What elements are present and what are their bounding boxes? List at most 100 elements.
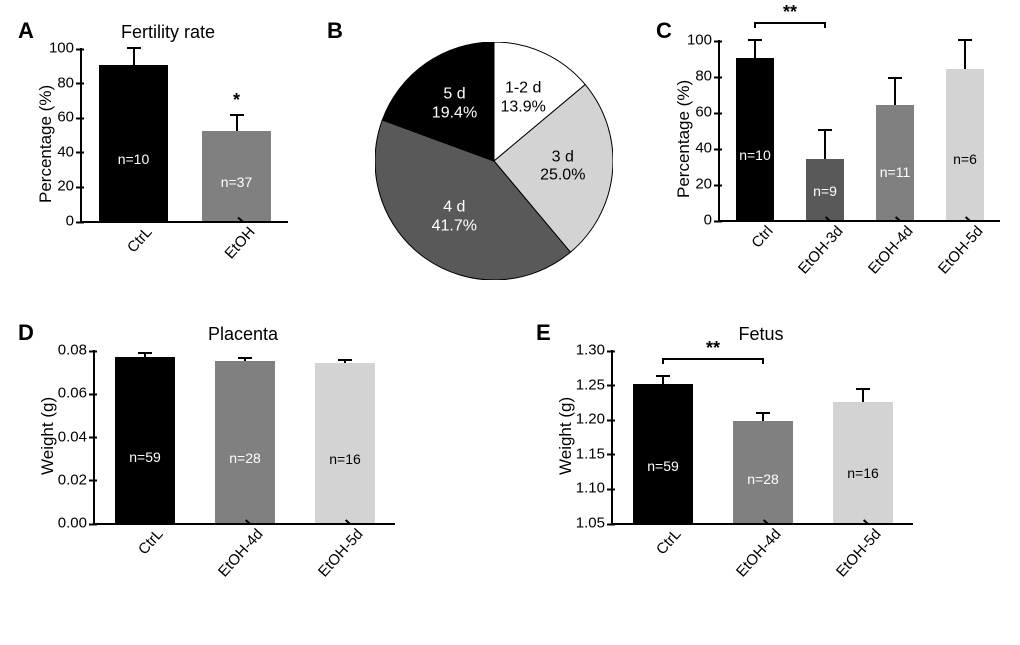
x-tick: EtOH-4d — [730, 523, 785, 580]
error-bar — [133, 48, 135, 65]
error-bar — [662, 376, 664, 384]
pie-slice-label: 5 d19.4% — [432, 86, 477, 123]
bar: n=59 — [633, 384, 693, 523]
y-tick: 40 — [24, 143, 82, 160]
pie-slice-label: 4 d41.7% — [432, 199, 477, 236]
n-label: n=11 — [880, 164, 911, 180]
n-label: n=6 — [953, 151, 977, 167]
n-label: n=10 — [118, 151, 150, 167]
panel-e: E Fetus Weight (g) 1.051.101.151.201.251… — [536, 320, 1006, 620]
error-cap — [338, 359, 352, 361]
pie-slice-label: 3 d25.0% — [540, 149, 585, 186]
bar: n=9 — [806, 159, 844, 220]
plot-area: 020406080100n=10CtrLn=37EtOH* — [80, 48, 288, 223]
sig-tick — [762, 358, 764, 364]
bar: n=28 — [215, 361, 275, 523]
y-tick: 0 — [662, 212, 720, 229]
error-cap — [748, 39, 762, 41]
error-cap — [756, 412, 770, 414]
pie-chart: 1-2 d13.9% 3 d25.0% 4 d41.7% 5 d19.4% — [375, 42, 613, 280]
panel-b: B 1-2 d13.9% 3 d25.0% 4 d41.7% 5 d19.4% — [327, 18, 647, 308]
x-tick: Ctrl — [745, 220, 776, 251]
bar: n=10 — [736, 58, 774, 220]
panel-letter: E — [536, 320, 551, 346]
panel-title: Placenta — [208, 324, 278, 345]
y-tick: 0.06 — [37, 385, 95, 402]
n-label: n=9 — [813, 183, 837, 199]
pie-slice-label: 1-2 d13.9% — [501, 80, 546, 117]
error-bar — [762, 413, 764, 421]
error-cap — [138, 352, 152, 354]
sig-tick — [754, 22, 756, 28]
bar: n=16 — [833, 402, 893, 523]
y-axis-label: Weight (g) — [556, 397, 576, 475]
plot-area: 1.051.101.151.201.251.30n=59CtrLn=28EtOH… — [611, 350, 913, 525]
y-tick: 1.10 — [555, 480, 613, 497]
sig-star: ** — [783, 2, 797, 23]
panel-c: C Percentage (%) 020406080100n=10Ctrln=9… — [656, 18, 1016, 308]
bar: n=59 — [115, 357, 175, 524]
error-bar — [862, 389, 864, 402]
y-tick: 40 — [662, 140, 720, 157]
x-tick: CtrL — [121, 221, 156, 256]
error-cap — [888, 77, 902, 79]
x-tick: EtOH-5d — [932, 220, 987, 277]
x-tick: EtOH-4d — [212, 523, 267, 580]
n-label: n=28 — [229, 450, 261, 466]
error-cap — [230, 114, 244, 116]
n-label: n=10 — [739, 147, 771, 163]
sig-tick — [662, 358, 664, 364]
error-bar — [754, 40, 756, 58]
y-tick: 0.02 — [37, 471, 95, 488]
n-label: n=59 — [129, 449, 161, 465]
y-tick: 0.04 — [37, 428, 95, 445]
y-tick: 1.05 — [555, 515, 613, 532]
bar: n=6 — [946, 69, 984, 220]
bar: n=10 — [99, 65, 168, 221]
bar: n=37 — [202, 131, 271, 221]
y-tick: 80 — [24, 74, 82, 91]
bar: n=28 — [733, 421, 793, 523]
panel-d: D Placenta Weight (g) 0.000.020.040.060.… — [18, 320, 488, 620]
error-cap — [958, 39, 972, 41]
n-label: n=59 — [647, 458, 679, 474]
plot-area: 0.000.020.040.060.08n=59CtrLn=28EtOH-4dn… — [93, 350, 395, 525]
sig-tick — [824, 22, 826, 28]
x-tick: CtrL — [132, 523, 167, 558]
plot-area: 020406080100n=10Ctrln=9EtOH-3dn=11EtOH-4… — [718, 40, 1000, 222]
y-tick: 80 — [662, 68, 720, 85]
error-bar — [894, 78, 896, 105]
bar: n=11 — [876, 105, 914, 220]
error-cap — [656, 375, 670, 377]
x-tick: EtOH-4d — [862, 220, 917, 277]
n-label: n=16 — [329, 451, 361, 467]
y-tick: 100 — [24, 40, 82, 57]
x-tick: EtOH-5d — [830, 523, 885, 580]
error-cap — [818, 129, 832, 131]
x-tick: EtOH — [218, 221, 258, 262]
error-bar — [236, 115, 238, 131]
y-tick: 0.00 — [37, 515, 95, 532]
error-bar — [964, 40, 966, 69]
panel-a: A Fertility rate Percentage (%) 02040608… — [18, 18, 318, 308]
y-tick: 60 — [24, 109, 82, 126]
figure-grid: A Fertility rate Percentage (%) 02040608… — [18, 18, 1002, 620]
error-bar — [824, 130, 826, 159]
x-tick: EtOH-3d — [792, 220, 847, 277]
y-tick: 0.08 — [37, 342, 95, 359]
panel-title: Fertility rate — [121, 22, 215, 43]
panel-title: Fetus — [738, 324, 783, 345]
y-tick: 60 — [662, 104, 720, 121]
y-tick: 1.20 — [555, 411, 613, 428]
sig-star: * — [233, 90, 240, 111]
n-label: n=37 — [221, 174, 253, 190]
panel-letter: D — [18, 320, 34, 346]
error-cap — [238, 357, 252, 359]
error-cap — [856, 388, 870, 390]
n-label: n=16 — [847, 465, 879, 481]
x-tick: EtOH-5d — [312, 523, 367, 580]
panel-letter: B — [327, 18, 343, 44]
n-label: n=28 — [747, 471, 779, 487]
y-tick: 1.30 — [555, 342, 613, 359]
y-tick: 1.15 — [555, 445, 613, 462]
